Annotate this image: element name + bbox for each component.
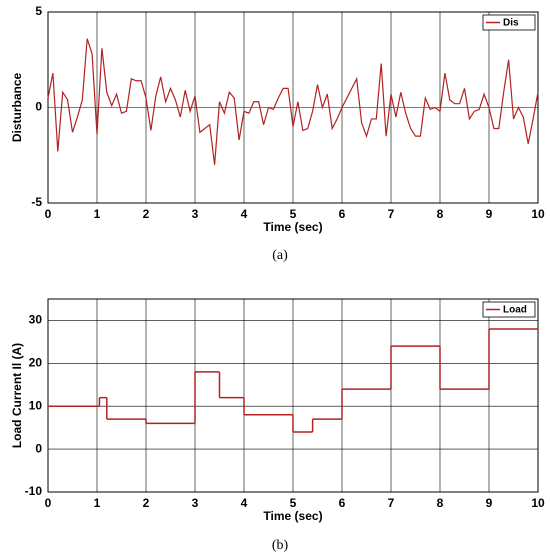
y-tick-label: 0 <box>35 441 42 455</box>
x-tick-label: 8 <box>437 496 444 510</box>
y-tick-label: -10 <box>25 484 43 498</box>
x-tick-label: 2 <box>143 207 150 221</box>
x-tick-label: 10 <box>531 496 545 510</box>
x-axis-label: Time (sec) <box>263 509 322 523</box>
x-tick-label: 7 <box>388 496 395 510</box>
plot-frame <box>47 11 539 204</box>
y-tick-label: -5 <box>31 195 42 209</box>
plot-frame <box>47 298 539 493</box>
x-tick-label: 9 <box>486 207 493 221</box>
x-tick-label: 6 <box>339 496 346 510</box>
y-tick-label: 30 <box>29 313 43 327</box>
x-tick-label: 4 <box>241 207 248 221</box>
y-tick-label: 10 <box>29 398 43 412</box>
x-axis-label: Time (sec) <box>263 220 322 234</box>
legend-box <box>482 14 536 31</box>
x-tick-label: 9 <box>486 496 493 510</box>
legend-box <box>482 301 536 318</box>
x-tick-label: 0 <box>45 207 52 221</box>
legend-label: Dis <box>503 18 519 29</box>
x-tick-label: 1 <box>94 496 101 510</box>
x-tick-label: 3 <box>192 496 199 510</box>
x-tick-label: 10 <box>531 207 545 221</box>
x-tick-label: 2 <box>143 496 150 510</box>
x-tick-label: 5 <box>290 207 297 221</box>
y-tick-label: 20 <box>29 356 43 370</box>
x-tick-label: 7 <box>388 207 395 221</box>
y-axis-label: Disturbance <box>10 73 24 143</box>
x-tick-label: 5 <box>290 496 297 510</box>
caption: (b) <box>272 538 289 553</box>
x-tick-label: 1 <box>94 207 101 221</box>
x-tick-label: 4 <box>241 496 248 510</box>
y-axis-label: Load Current Il (A) <box>10 343 24 448</box>
caption: (a) <box>272 248 288 263</box>
y-tick-label: 5 <box>35 4 42 18</box>
x-tick-label: 0 <box>45 496 52 510</box>
y-tick-label: 0 <box>35 100 42 114</box>
line <box>47 38 539 165</box>
x-tick-label: 3 <box>192 207 199 221</box>
x-tick-label: 8 <box>437 207 444 221</box>
legend-label: Load <box>503 305 527 316</box>
x-tick-label: 6 <box>339 207 346 221</box>
